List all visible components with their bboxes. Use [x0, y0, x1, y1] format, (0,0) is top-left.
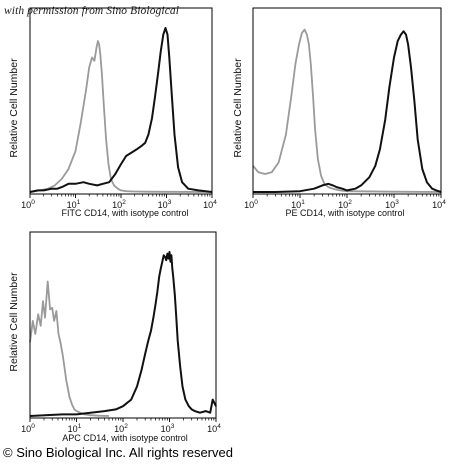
- copyright-notice: © Sino Biological Inc. All rights reserv…: [3, 445, 233, 460]
- ylabel-apc: Relative Cell Number: [8, 272, 20, 372]
- xlabel-pe: PE CD14, with isotype control: [285, 208, 404, 218]
- xticks-pe: 100 101 102 103 104: [244, 194, 446, 210]
- xlabel-apc: APC CD14, with isotype control: [62, 433, 188, 443]
- xticks-apc: 100 101 102 103 104: [21, 418, 221, 434]
- series-sample-fitc: [29, 27, 213, 193]
- xtick-label: 102: [338, 199, 352, 210]
- xtick-label: 104: [207, 423, 221, 434]
- series-isotype-fitc: [29, 40, 213, 193]
- xtick-label: 101: [291, 199, 305, 210]
- panel-apc: Relative Cell Number 100 101 102 103 104 APC…: [8, 231, 221, 443]
- xtick-label: 101: [68, 423, 82, 434]
- xtick-label: 102: [112, 199, 126, 210]
- xtick-label: 103: [161, 423, 175, 434]
- xtick-label: 103: [158, 199, 172, 210]
- permission-watermark: with permission from Sino Biological: [4, 5, 180, 17]
- panel-fitc: Relative Cell Number 100 101 102 103 104 FIT…: [8, 7, 217, 218]
- series-sample-apc: [29, 251, 217, 417]
- xtick-label: 104: [432, 199, 446, 210]
- xtick-label: 100: [21, 423, 35, 434]
- xtick-label: 103: [385, 199, 399, 210]
- ylabel-fitc: Relative Cell Number: [8, 58, 20, 158]
- xtick-label: 102: [114, 423, 128, 434]
- xticks-fitc: 100 101 102 103 104: [21, 194, 217, 210]
- xtick-label: 100: [21, 199, 35, 210]
- xtick-label: 100: [244, 199, 258, 210]
- plot-frame-pe: [252, 7, 442, 195]
- xtick-label: 104: [203, 199, 217, 210]
- series-sample-pe: [253, 30, 442, 193]
- plot-frame-fitc: [29, 7, 213, 195]
- xtick-label: 101: [67, 199, 81, 210]
- series-isotype-pe: [252, 28, 442, 193]
- xlabel-fitc: FITC CD14, with isotype control: [61, 208, 188, 218]
- series-isotype-apc: [29, 280, 110, 417]
- plot-frame-apc: [29, 231, 217, 419]
- panel-pe: Relative Cell Number 100 101 102 103 104 PE …: [232, 7, 446, 218]
- ylabel-pe: Relative Cell Number: [232, 58, 244, 158]
